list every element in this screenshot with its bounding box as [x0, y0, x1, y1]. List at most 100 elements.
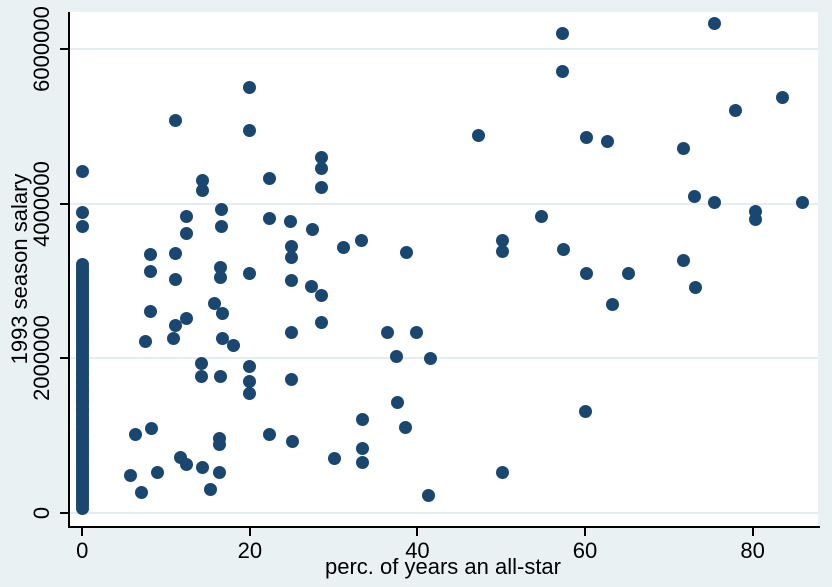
scatter-point: [194, 357, 208, 371]
scatter-point: [243, 123, 257, 137]
scatter-point: [213, 437, 227, 451]
scatter-point: [400, 245, 414, 259]
scatter-point: [286, 434, 300, 448]
x-tick-label: 0: [76, 538, 89, 563]
plot-area: [68, 12, 818, 526]
scatter-point: [356, 412, 370, 426]
scatter-point: [410, 326, 424, 340]
scatter-point: [606, 297, 620, 311]
scatter-point: [144, 304, 158, 318]
scatter-point: [677, 141, 691, 155]
scatter-point: [227, 339, 241, 353]
scatter-point: [285, 273, 299, 287]
scatter-point: [356, 456, 370, 470]
scatter-point: [729, 103, 743, 117]
x-tick: [81, 528, 84, 536]
scatter-point: [195, 184, 209, 198]
scatter-point: [285, 326, 299, 340]
scatter-point: [390, 395, 404, 409]
scatter-point: [214, 271, 227, 285]
scatter-point: [123, 468, 137, 482]
scatter-point: [796, 196, 810, 210]
scatter-point: [677, 253, 691, 267]
scatter-point: [688, 190, 702, 204]
scatter-point: [495, 245, 509, 259]
scatter-point: [776, 91, 790, 105]
scatter-point: [215, 331, 229, 345]
y-tick: [60, 48, 68, 51]
y-tick: [60, 512, 68, 514]
scatter-point: [337, 240, 351, 254]
scatter-point: [555, 27, 569, 41]
scatter-point: [75, 220, 89, 234]
scatter-point: [622, 266, 636, 280]
scatter-point: [315, 316, 329, 330]
scatter-point: [214, 370, 227, 384]
scatter-point: [262, 171, 276, 185]
y-tick-label: 2000000: [29, 315, 54, 402]
scatter-point: [707, 17, 721, 31]
scatter-point: [495, 233, 509, 247]
scatter-point: [315, 150, 329, 164]
scatter-point: [215, 307, 229, 320]
scatter-point: [421, 488, 435, 502]
scatter-point: [214, 203, 228, 217]
scatter-point: [168, 114, 182, 128]
scatter-point: [689, 281, 703, 295]
scatter-point: [145, 422, 159, 436]
scatter-point: [214, 219, 228, 233]
scatter-point: [168, 319, 182, 333]
y-tick-label: 6000000: [29, 6, 54, 92]
scatter-point: [534, 210, 548, 224]
scatter-point: [285, 250, 299, 264]
scatter-point: [180, 457, 194, 471]
scatter-point: [284, 214, 298, 228]
y-tick: [60, 202, 68, 205]
scatter-point: [306, 222, 320, 236]
x-tick: [416, 528, 419, 536]
scatter-point: [315, 289, 329, 303]
x-tick-label: 40: [405, 538, 430, 563]
scatter-point: [580, 266, 594, 280]
scatter-point: [129, 427, 143, 441]
scatter-point: [304, 279, 318, 293]
scatter-point: [399, 421, 413, 435]
x-tick: [751, 528, 754, 536]
scatter-point: [144, 265, 158, 279]
scatter-point: [214, 261, 227, 275]
scatter-point: [75, 258, 89, 272]
scatter-point: [208, 296, 222, 310]
scatter-point: [151, 466, 165, 480]
scatter-point: [262, 211, 276, 225]
y-gridline: [68, 357, 818, 360]
scatter-point: [213, 465, 227, 479]
y-tick: [60, 357, 68, 360]
y-gridline: [68, 48, 818, 51]
scatter-point: [203, 482, 217, 496]
scatter-point: [315, 161, 329, 175]
scatter-point: [579, 405, 593, 419]
x-tick-label: 80: [740, 538, 765, 563]
x-tick: [248, 528, 251, 536]
scatter-point: [243, 360, 257, 374]
scatter-point: [167, 331, 181, 345]
x-tick: [584, 528, 587, 536]
scatter-point: [380, 326, 394, 340]
scatter-point: [424, 351, 438, 365]
scatter-point: [356, 442, 370, 456]
scatter-point: [262, 427, 276, 441]
y-tick-label: 0: [29, 506, 54, 520]
y-axis-line: [68, 12, 70, 528]
scatter-point: [75, 205, 89, 219]
scatter-point: [138, 334, 152, 348]
scatter-point: [243, 386, 257, 400]
x-tick-label: 20: [237, 538, 263, 563]
scatter-point: [556, 242, 570, 256]
scatter-point: [315, 180, 329, 194]
scatter-point: [195, 460, 209, 474]
y-tick-label: 4000000: [29, 160, 54, 247]
scatter-point: [472, 129, 486, 143]
scatter-point: [75, 164, 89, 178]
scatter-point: [389, 349, 403, 363]
